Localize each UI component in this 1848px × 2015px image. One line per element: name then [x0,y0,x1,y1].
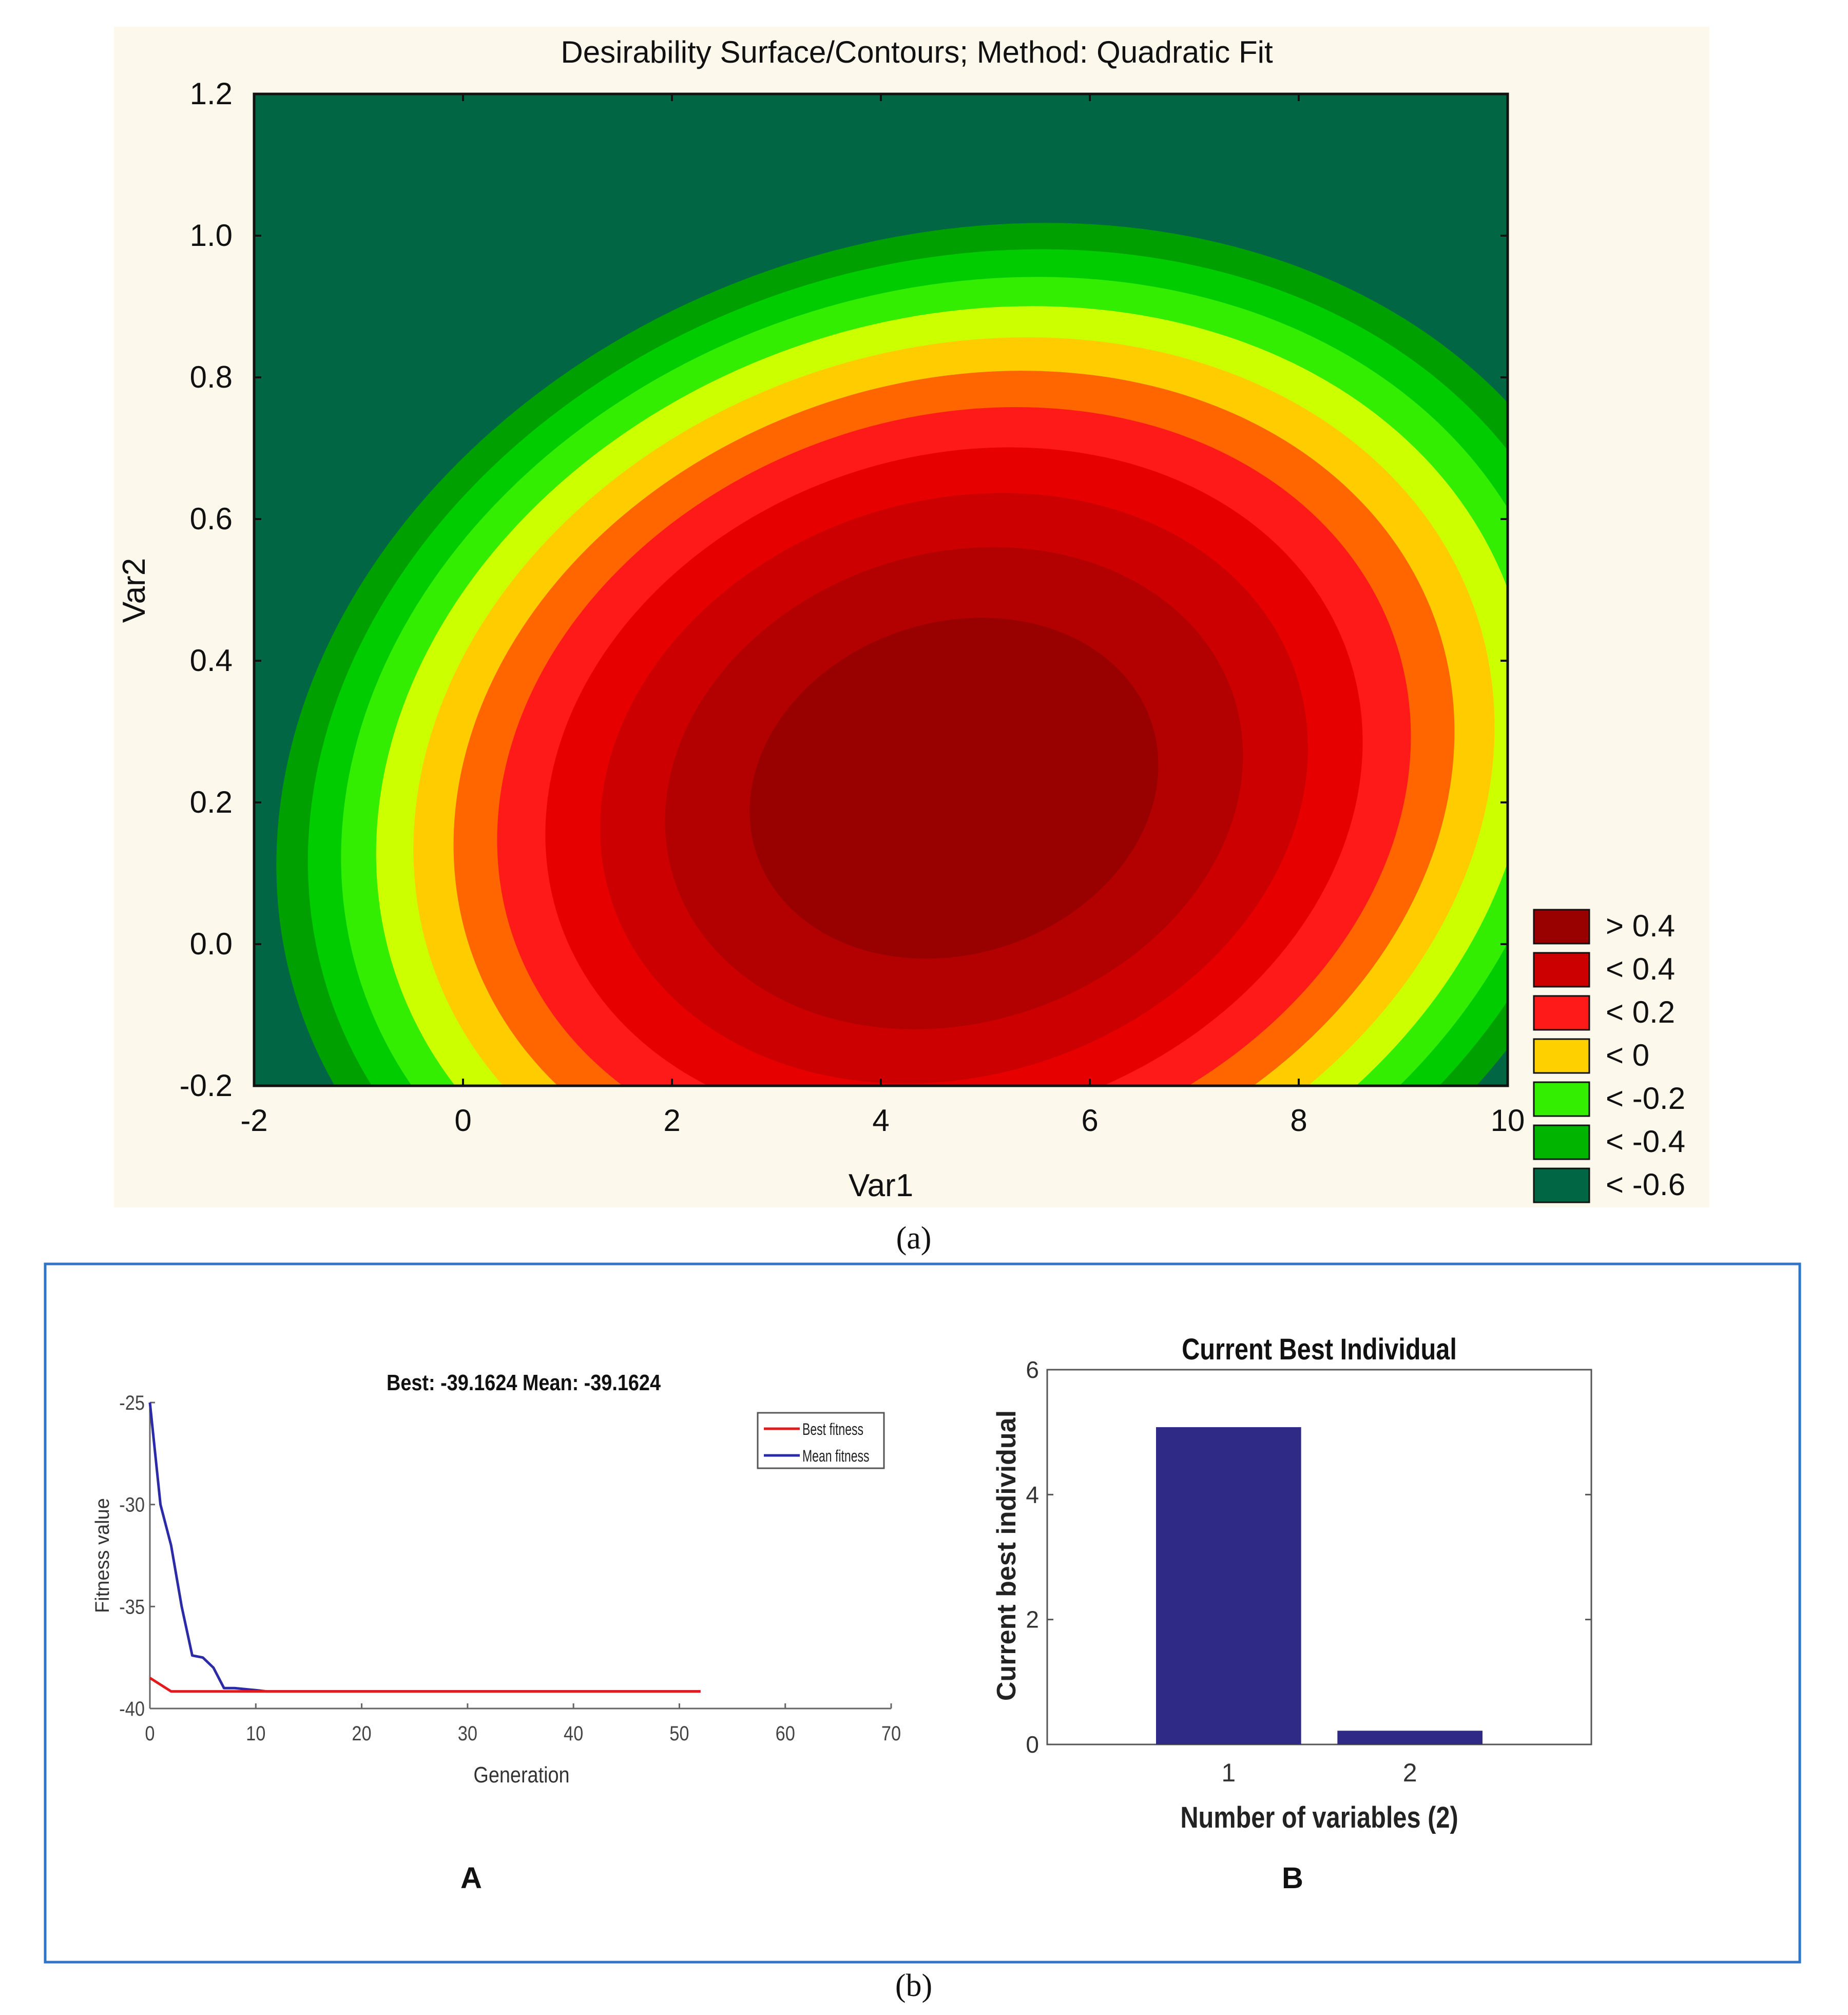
fitness-x-tick-label: 30 [458,1722,477,1745]
contour-y-axis-label: Var2 [117,558,152,623]
fitness-y-tick-label: -40 [119,1697,145,1720]
contour-y-tick-label: 0.8 [190,360,233,394]
fitness-x-tick-label: 20 [352,1722,371,1745]
contour-legend-swatch [1533,909,1590,945]
fitness-legend: Best fitness Mean fitness [757,1412,885,1469]
contour-legend-swatch [1533,1038,1590,1074]
contour-legend-swatch [1533,1124,1590,1160]
contour-x-tick-label: -2 [240,1103,267,1138]
contour-legend-label: < 0.4 [1606,952,1675,986]
contour-x-tick-label: 2 [663,1103,680,1138]
contour-x-tick-label: 8 [1290,1103,1307,1138]
fitness-x-tick-label: 0 [145,1722,155,1745]
contour-legend-label: < -0.6 [1606,1167,1685,1202]
panel-b-fitness-chart: Best: -39.1624 Mean: -39.1624 0 10 20 30 40 5… [92,1370,901,1787]
contour-axes: -2 0 2 4 6 8 10 1.2 1.0 0.8 0.6 0.4 0.2 0.0 -0.2 [180,76,1525,1138]
contour-y-tick-label: 0.6 [190,502,233,536]
contour-x-tick-label: 6 [1081,1103,1098,1138]
bar-series [1156,1427,1483,1744]
bar-y-tick-label: 2 [1026,1606,1039,1633]
bar-x-tick-label: 2 [1403,1758,1417,1787]
fitness-axes: 0 10 20 30 40 50 60 70 -25 -30 -35 -40 [119,1391,901,1745]
bar-y-tick-label: 4 [1026,1481,1039,1508]
fitness-x-axis-label: Generation [473,1762,569,1787]
contour-y-tick-label: 0.0 [190,927,233,961]
fitness-x-tick-label: 60 [776,1722,795,1745]
contour-legend-swatch [1533,1167,1590,1203]
contour-x-tick-label: 0 [454,1103,471,1138]
caption-b: (b) [895,1968,932,2003]
fitness-x-tick-label: 40 [564,1722,583,1745]
bar-variable-2 [1337,1731,1483,1744]
fitness-y-tick-label: -30 [119,1493,145,1516]
fitness-x-tick-label: 50 [669,1722,689,1745]
contour-legend-label: > 0.4 [1606,909,1675,943]
bar-y-tick-label: 0 [1026,1731,1039,1758]
contour-legend-swatch [1533,952,1590,988]
panel-b-bar-chart: Current Best Individual 0 2 4 6 1 2 Number of… [992,1333,1592,1834]
fitness-y-axis-label: Fitness value [92,1498,113,1613]
legend-best-fitness-label: Best fitness [802,1420,863,1438]
contour-chart-title: Desirability Surface/Contours; Method: Q… [561,35,1273,69]
contour-x-tick-label: 4 [872,1103,889,1138]
contour-y-tick-label: 0.4 [190,643,233,678]
contour-y-tick-label: -0.2 [180,1068,233,1103]
bar-y-axis-label: Current best individual [992,1410,1022,1701]
panel-label-A: A [460,1862,482,1895]
contour-y-tick-label: 1.0 [190,218,233,253]
fitness-legend-box [757,1412,885,1469]
contour-band-level-0 [749,618,1159,959]
contour-legend-swatch [1533,995,1590,1031]
caption-a: (a) [896,1221,932,1256]
contour-legend-label: < -0.4 [1606,1124,1685,1159]
bar-x-tick-label: 1 [1221,1758,1236,1787]
panel-label-B: B [1282,1862,1303,1895]
contour-legend-swatch [1533,1081,1590,1117]
contour-x-axis-label: Var1 [849,1168,913,1203]
contour-y-tick-label: 1.2 [190,76,233,111]
best-fitness-line [149,1677,701,1693]
bar-plot-frame [1046,1369,1592,1745]
panel-a-contour-chart: Desirability Surface/Contours; Method: Q… [114,27,1709,1207]
fitness-y-tick-label: -25 [119,1391,145,1414]
contour-legend: > 0.4 < 0.4 < 0.2 < 0 < -0.2 < -0.4 < -0.6 [1533,909,1685,1203]
contour-legend-label: < 0 [1606,1038,1649,1072]
contour-legend-label: < -0.2 [1606,1081,1685,1116]
fitness-chart-title: Best: -39.1624 Mean: -39.1624 [387,1370,661,1395]
fitness-lines [148,1402,701,1693]
contour-x-tick-label: 10 [1491,1103,1525,1138]
bar-x-axis-label: Number of variables (2) [1180,1801,1458,1834]
bar-axes: 0 2 4 6 1 2 [1026,1356,1591,1787]
fitness-y-tick-label: -35 [119,1595,145,1618]
contour-y-tick-label: 0.2 [190,785,233,819]
fitness-x-tick-label: 10 [246,1722,265,1745]
fitness-x-tick-label: 70 [881,1722,901,1745]
contour-legend-label: < 0.2 [1606,995,1675,1029]
legend-mean-fitness-label: Mean fitness [802,1447,870,1465]
bar-variable-1 [1156,1427,1301,1744]
bar-chart-title: Current Best Individual [1182,1333,1457,1366]
bar-y-tick-label: 6 [1026,1356,1039,1383]
contour-bands [254,94,1508,1086]
